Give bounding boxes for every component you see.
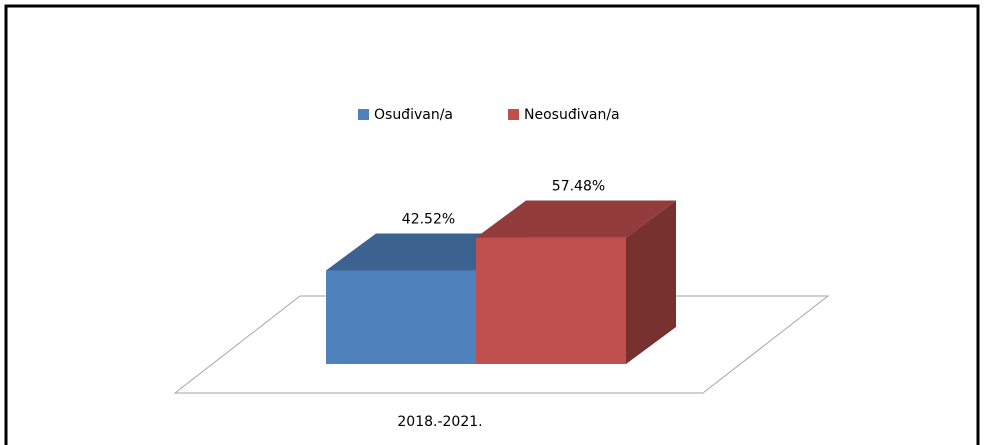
data-label: 57.48% [552,179,605,195]
bar-top [476,200,676,238]
data-label: 42.52% [402,211,455,227]
bar-front [326,270,476,364]
legend-label: Osuđivan/a [374,107,453,123]
x-tick-label: 2018.-2021. [397,414,482,430]
legend-swatch [358,109,369,120]
legend-label: Neosuđivan/a [524,107,620,123]
bar-side [626,200,676,364]
legend-swatch [508,109,519,120]
bar [476,200,676,364]
bar-front [476,237,626,364]
